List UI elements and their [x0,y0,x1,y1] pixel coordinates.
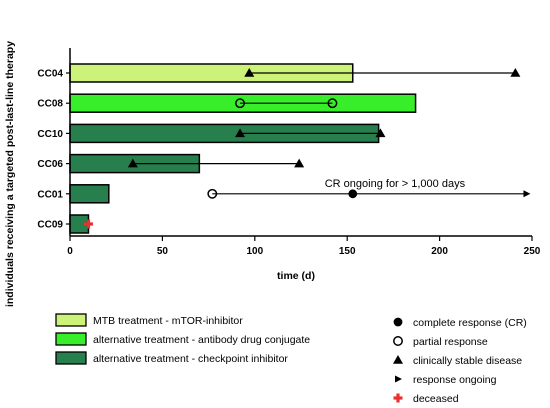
legend-swatch-2 [55,351,87,365]
response-start-marker-cc08 [235,98,245,109]
y-tick-label-cc06: CC06 [37,159,63,170]
symbol-legend-marker-0 [393,317,403,327]
symbol-legend-label-0: complete response (CR) [413,317,527,329]
y-tick-label-cc10: CC10 [37,129,63,140]
x-tick-label-100: 100 [246,246,263,257]
response-start-marker-cc04 [244,68,255,77]
response-mid-marker-cc01-0 [348,189,358,199]
legend-swatch-1 [55,332,87,346]
response-end-marker-cc01 [523,190,531,198]
response-end-marker-cc08 [327,98,338,109]
response-end-marker-cc06 [294,158,305,168]
x-axis-title: time (d) [277,270,315,282]
legend-label-1: alternative treatment - antibody drug co… [93,334,310,346]
symbol-legend-marker-4-v [396,393,400,403]
y-tick-label-cc04: CC04 [37,69,63,80]
x-tick-label-250: 250 [524,246,541,257]
symbol-legend-label-3: response ongoing [413,374,497,386]
y-tick-label-cc01: CC01 [37,189,63,200]
y-tick-label-cc08: CC08 [37,99,63,110]
deceased-marker-cc09-v [86,219,91,229]
symbol-legend-marker-2 [393,355,403,364]
x-tick-label-0: 0 [67,246,73,257]
response-start-marker-cc06 [127,158,138,168]
symbol-legend-marker-4 [393,393,403,403]
bar-cc01 [69,184,110,204]
deceased-marker-cc09 [83,219,93,229]
symbol-legend-label-1: partial response [413,336,488,348]
y-tick-label-cc09: CC09 [37,220,63,231]
response-end-marker-cc04 [510,68,521,77]
legend-label-0: MTB treatment - mTOR-inhibitor [93,315,243,327]
legend-swatch-0 [55,313,87,327]
symbol-legend-marker-3 [395,375,402,383]
response-start-marker-cc01 [207,188,218,199]
response-end-marker-cc10 [375,128,386,138]
annotation-0: CR ongoing for > 1,000 days [325,178,466,190]
symbol-legend-label-2: clinically stable disease [413,355,522,367]
symbol-legend-marker-1 [393,336,403,346]
legend-label-2: alternative treatment - checkpoint inhib… [93,353,288,365]
symbol-legend-label-4: deceased [413,393,459,405]
x-tick-label-200: 200 [431,246,448,257]
y-axis-title: individuals receiving a targeted post-la… [4,41,16,307]
x-tick-label-150: 150 [339,246,356,257]
response-start-marker-cc10 [235,128,246,138]
x-tick-label-50: 50 [157,246,169,257]
